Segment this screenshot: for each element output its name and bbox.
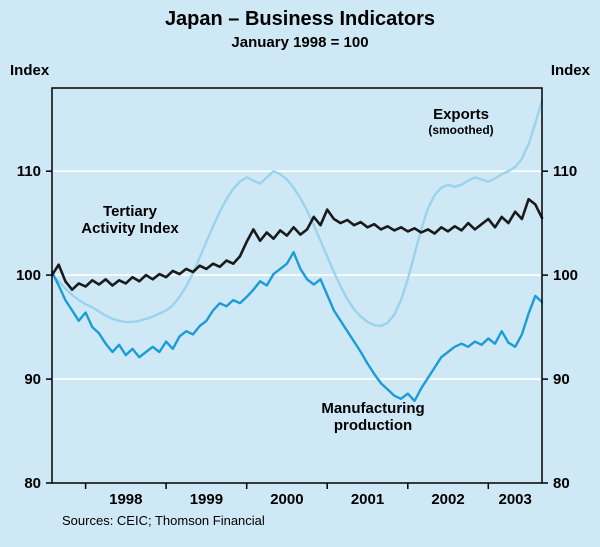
series-label-tertiary: Tertiary Activity Index [55, 203, 205, 237]
x-tick-label: 2002 [431, 491, 464, 508]
x-tick-label: 2001 [351, 491, 384, 508]
series-line-exports [50, 99, 544, 328]
x-tick-label: 2003 [499, 491, 532, 508]
series-label-exports-line2: (smoothed) [428, 123, 494, 137]
series-label-manufacturing-line1: Manufacturing [321, 400, 425, 417]
y-tick-label-left: 90 [24, 371, 41, 388]
y-axis-title-left: Index [10, 62, 50, 79]
y-tick-label-right: 80 [553, 475, 570, 492]
y-tick-label-left: 100 [16, 267, 41, 284]
series-label-exports: Exports (smoothed) [400, 106, 522, 137]
series-line-manufacturing [50, 250, 544, 403]
series-label-tertiary-line2: Activity Index [81, 220, 179, 237]
y-tick-label-right: 110 [553, 163, 577, 180]
x-tick-label: 1999 [190, 491, 223, 508]
y-tick-label-left: 110 [17, 163, 41, 180]
x-tick-label: 1998 [109, 491, 142, 508]
source-note: Sources: CEIC; Thomson Financial [62, 513, 265, 528]
y-tick-label-left: 80 [24, 475, 41, 492]
chart-subtitle: January 1998 = 100 [231, 34, 369, 51]
y-tick-label-right: 100 [553, 267, 578, 284]
x-tick-label: 2000 [270, 491, 303, 508]
series-label-manufacturing: Manufacturing production [297, 400, 449, 434]
y-tick-label-right: 90 [553, 371, 570, 388]
series-line-tertiary [50, 197, 544, 292]
chart-title: Japan – Business Indicators [164, 8, 436, 30]
y-axis-title-right: Index [550, 62, 590, 79]
series-label-exports-line1: Exports [433, 106, 489, 123]
plot-frame [51, 87, 543, 484]
series-label-manufacturing-line2: production [333, 417, 413, 434]
series-label-tertiary-line1: Tertiary [103, 203, 157, 220]
